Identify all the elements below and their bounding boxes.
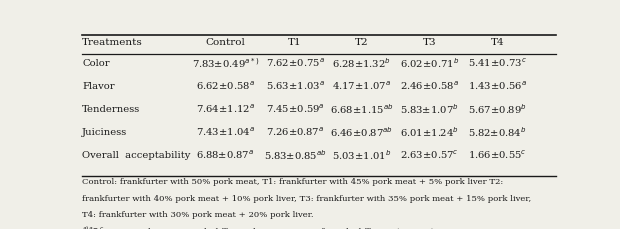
Text: $^{a)a-c}$Means within a row with different letters are significantly different : $^{a)a-c}$Means within a row with differ… [82, 224, 438, 229]
Text: T3: T3 [422, 38, 436, 47]
Text: 5.03±1.01$^{b}$: 5.03±1.01$^{b}$ [332, 147, 391, 161]
Text: 5.67±0.89$^{b}$: 5.67±0.89$^{b}$ [468, 102, 527, 115]
Text: 2.46±0.58$^{a}$: 2.46±0.58$^{a}$ [400, 79, 459, 92]
Text: Overall  acceptability: Overall acceptability [82, 150, 191, 159]
Text: 4.17±1.07$^{a}$: 4.17±1.07$^{a}$ [332, 79, 391, 92]
Text: T2: T2 [355, 38, 368, 47]
Text: 7.26±0.87$^{a}$: 7.26±0.87$^{a}$ [266, 125, 324, 138]
Text: 5.63±1.03$^{a}$: 5.63±1.03$^{a}$ [265, 79, 324, 92]
Text: Flavor: Flavor [82, 81, 115, 90]
Text: 7.62±0.75$^{a}$: 7.62±0.75$^{a}$ [265, 57, 324, 69]
Text: 5.83±1.07$^{b}$: 5.83±1.07$^{b}$ [400, 102, 459, 115]
Text: 1.66±0.55$^{c}$: 1.66±0.55$^{c}$ [468, 148, 527, 161]
Text: Juiciness: Juiciness [82, 127, 128, 136]
Text: Treatments: Treatments [82, 38, 143, 47]
Text: T4: T4 [490, 38, 504, 47]
Text: 6.02±0.71$^{b}$: 6.02±0.71$^{b}$ [400, 56, 459, 70]
Text: 6.62±0.58$^{a}$: 6.62±0.58$^{a}$ [196, 79, 255, 92]
Text: 6.46±0.87$^{ab}$: 6.46±0.87$^{ab}$ [330, 125, 393, 138]
Text: T4: frankfurter with 30% pork meat + 20% pork liver.: T4: frankfurter with 30% pork meat + 20%… [82, 210, 314, 218]
Text: Control: Control [205, 38, 245, 47]
Text: frankfurter with 40% pork meat + 10% pork liver, T3: frankfurter with 35% pork m: frankfurter with 40% pork meat + 10% por… [82, 194, 531, 202]
Text: Tenderness: Tenderness [82, 104, 141, 113]
Text: 6.28±1.32$^{b}$: 6.28±1.32$^{b}$ [332, 56, 391, 70]
Text: Color: Color [82, 58, 110, 67]
Text: T1: T1 [288, 38, 302, 47]
Text: 5.41±0.73$^{c}$: 5.41±0.73$^{c}$ [468, 57, 527, 69]
Text: Control: frankfurter with 50% pork meat, T1: frankfurter with 45% pork meat + 5%: Control: frankfurter with 50% pork meat,… [82, 177, 503, 185]
Text: 7.64±1.12$^{a}$: 7.64±1.12$^{a}$ [196, 102, 255, 115]
Text: 6.01±1.24$^{b}$: 6.01±1.24$^{b}$ [400, 125, 459, 138]
Text: 7.43±1.04$^{a}$: 7.43±1.04$^{a}$ [196, 125, 255, 138]
Text: 5.82±0.84$^{b}$: 5.82±0.84$^{b}$ [468, 125, 526, 138]
Text: 2.63±0.57$^{c}$: 2.63±0.57$^{c}$ [400, 148, 459, 161]
Text: 7.83±0.49$^{a*)}$: 7.83±0.49$^{a*)}$ [192, 56, 259, 70]
Text: 7.45±0.59$^{a}$: 7.45±0.59$^{a}$ [266, 102, 324, 115]
Text: 6.68±1.15$^{ab}$: 6.68±1.15$^{ab}$ [330, 102, 393, 115]
Text: 5.83±0.85$^{ab}$: 5.83±0.85$^{ab}$ [264, 147, 326, 161]
Text: 6.88±0.87$^{a}$: 6.88±0.87$^{a}$ [196, 148, 254, 161]
Text: 1.43±0.56$^{a}$: 1.43±0.56$^{a}$ [468, 79, 527, 92]
